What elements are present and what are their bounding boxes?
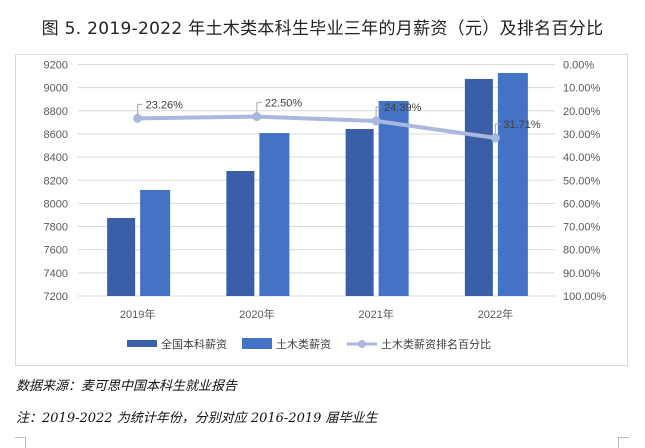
category-label: 2022年	[478, 307, 513, 321]
right-axis-tick: 50.00%	[563, 175, 601, 187]
footnote: 注：2019-2022 为统计年份，分别对应 2016-2019 届毕业生	[16, 411, 378, 426]
rank-point	[490, 133, 500, 143]
rank-data-label: 24.39%	[384, 102, 422, 114]
left-axis-tick: 8800	[44, 106, 68, 118]
data-source: 数据来源：麦可思中国本科生就业报告	[16, 379, 238, 394]
left-axis-tick: 9000	[44, 83, 68, 95]
bar-national	[226, 170, 255, 296]
right-axis-tick: 70.00%	[563, 222, 601, 234]
bar-civil	[497, 72, 528, 296]
category-label: 2020年	[239, 307, 274, 321]
right-axis-tick: 20.00%	[563, 106, 601, 118]
rank-data-label: 31.71%	[503, 119, 541, 131]
right-axis-tick: 30.00%	[563, 129, 601, 141]
legend-label: 土木类薪资	[276, 337, 331, 351]
bar-civil	[140, 189, 171, 296]
right-axis-tick: 40.00%	[563, 152, 601, 164]
category-label: 2021年	[358, 307, 393, 321]
left-axis-tick: 7600	[44, 245, 68, 257]
bar-national	[107, 217, 136, 296]
rank-line	[137, 114, 496, 140]
legend-label: 全国本科薪资	[161, 337, 227, 351]
chart-frame	[15, 54, 628, 366]
corner-mark	[618, 437, 629, 448]
right-axis-tick: 0.00%	[563, 60, 594, 72]
rank-point	[371, 116, 381, 126]
rank-data-label: 22.50%	[265, 98, 303, 110]
corner-mark	[15, 437, 26, 448]
left-axis-tick: 8200	[44, 175, 68, 187]
category-label: 2019年	[120, 307, 155, 321]
label-leader	[256, 102, 262, 114]
label-leader	[137, 103, 143, 116]
rank-point	[252, 112, 262, 122]
label-leader	[375, 106, 382, 118]
legend-swatch-marker	[358, 340, 366, 348]
left-axis-tick: 7400	[44, 268, 68, 280]
chart-title: 图 5. 2019-2022 年土木类本科生毕业三年的月薪资（元）及排名百分比	[41, 19, 604, 39]
left-axis-tick: 8600	[44, 129, 68, 141]
bar-civil	[259, 133, 290, 296]
left-axis-tick: 8000	[44, 198, 68, 210]
right-axis-tick: 100.00%	[563, 291, 607, 303]
left-axis-tick: 8400	[44, 152, 68, 164]
left-axis-tick: 7800	[44, 222, 68, 234]
right-axis-tick: 60.00%	[563, 198, 601, 210]
right-axis-tick: 10.00%	[563, 83, 601, 95]
right-axis-tick: 80.00%	[563, 245, 601, 257]
legend-swatch-national	[127, 340, 157, 347]
label-leader	[494, 123, 501, 135]
left-axis-tick: 9200	[44, 60, 68, 72]
right-axis-tick: 90.00%	[563, 268, 601, 280]
legend-swatch-civil	[242, 338, 272, 349]
bar-civil	[378, 100, 409, 297]
bar-national	[464, 78, 493, 296]
rank-data-label: 23.26%	[146, 99, 184, 111]
left-axis-tick: 7200	[44, 291, 68, 303]
bar-national	[345, 128, 374, 296]
rank-point	[133, 113, 143, 123]
legend-label: 土木类薪资排名百分比	[381, 337, 491, 351]
